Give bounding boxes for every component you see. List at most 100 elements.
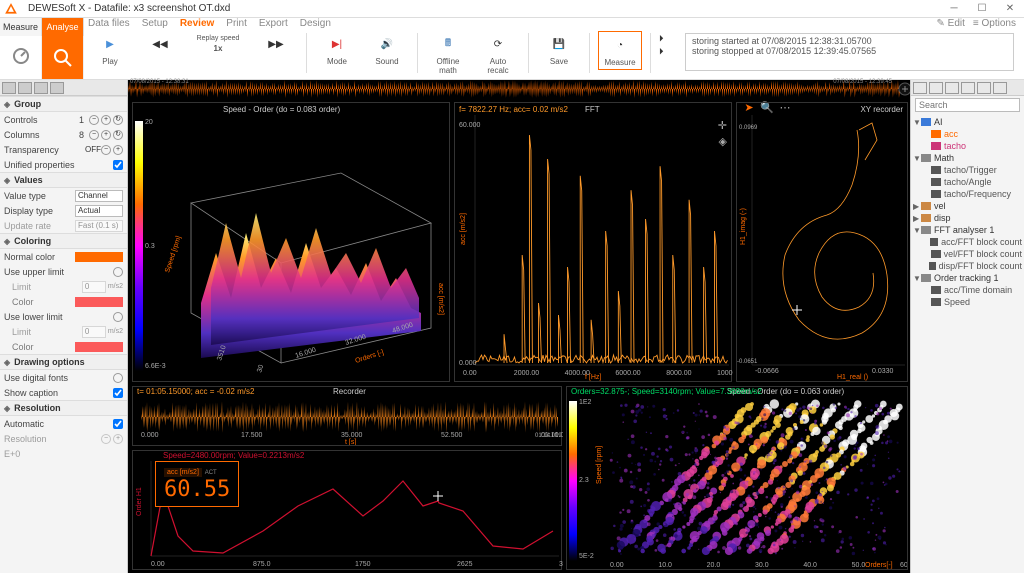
lower-color-swatch[interactable] bbox=[75, 342, 123, 352]
tree-tool-icon[interactable] bbox=[977, 82, 991, 94]
display-type-select[interactable]: Actual bbox=[75, 205, 123, 217]
svg-text:0.0969: 0.0969 bbox=[739, 125, 758, 131]
subtab-review[interactable]: Review bbox=[180, 18, 214, 29]
replay-speed[interactable]: Replay speed1x bbox=[188, 31, 248, 55]
rewind-button[interactable]: ◀◀ bbox=[138, 31, 182, 57]
search-input[interactable] bbox=[915, 98, 1020, 112]
section-drawing[interactable]: Drawing options bbox=[0, 354, 127, 370]
digital-fonts-radio[interactable] bbox=[113, 373, 123, 383]
subtab-setup[interactable]: Setup bbox=[142, 18, 168, 29]
tree-node[interactable]: tacho/Trigger bbox=[913, 164, 1022, 176]
tree-tool-icon[interactable] bbox=[961, 82, 975, 94]
show-caption-checkbox[interactable] bbox=[113, 388, 123, 398]
tree-node[interactable]: acc/FFT block count bbox=[913, 236, 1022, 248]
window-title: DEWESoft X - Datafile: x3 screenshot OT.… bbox=[22, 3, 940, 14]
svg-text:6000.00: 6000.00 bbox=[615, 370, 640, 377]
mode-button[interactable]: ▶|Mode bbox=[315, 31, 359, 68]
measure-button[interactable]: ◔Measure bbox=[598, 31, 642, 70]
section-values[interactable]: Values bbox=[0, 172, 127, 188]
prop-tool-icon[interactable] bbox=[2, 82, 16, 94]
controls-spinner[interactable]: −+↻ bbox=[89, 115, 123, 125]
subtab-export[interactable]: Export bbox=[259, 18, 288, 29]
fastfwd-button[interactable]: ▶▶ bbox=[254, 31, 298, 57]
math-icon: 🖩 bbox=[437, 33, 459, 55]
tree-node[interactable]: ▶disp bbox=[913, 212, 1022, 224]
unified-checkbox[interactable] bbox=[113, 160, 123, 170]
edit-button[interactable]: ✎ Edit bbox=[937, 18, 965, 29]
prop-tool-icon[interactable] bbox=[18, 82, 32, 94]
ffwd-icon: ▶▶ bbox=[265, 33, 287, 55]
order-tracking-plot[interactable]: Speed=2480.00rpm; Value=0.2213m/s2 Order… bbox=[132, 450, 562, 570]
svg-text:50.0: 50.0 bbox=[852, 562, 866, 569]
tree-node[interactable]: acc/Time domain bbox=[913, 284, 1022, 296]
offline-math-button[interactable]: 🖩Offline math bbox=[426, 31, 470, 77]
tree-node[interactable]: tacho bbox=[913, 140, 1022, 152]
subtab-print[interactable]: Print bbox=[226, 18, 247, 29]
properties-panel: Group Controls1−+↻ Columns8−+↻ Transpare… bbox=[0, 80, 128, 573]
tree-tool-icon[interactable] bbox=[945, 82, 959, 94]
waterfall-3d-plot[interactable]: Speed - Order (do = 0.083 order) 20 0.3 … bbox=[132, 102, 450, 382]
options-button[interactable]: ≡ Options bbox=[973, 18, 1016, 29]
save-icon: 💾 bbox=[548, 33, 570, 55]
update-rate-select: Fast (0.1 s) bbox=[75, 220, 123, 232]
prop-tool-icon[interactable] bbox=[34, 82, 48, 94]
recalc-icon: ⟳ bbox=[487, 33, 509, 55]
sound-button[interactable]: 🔊Sound bbox=[365, 31, 409, 68]
tree-node[interactable]: ▶vel bbox=[913, 200, 1022, 212]
columns-spinner[interactable]: −+↻ bbox=[89, 130, 123, 140]
fft-plot[interactable]: FFT f= 7822.27 Hz; acc= 0.02 m/s2 acc [m… bbox=[454, 102, 732, 382]
spectrogram-plot[interactable]: Speed - Order (do = 0.063 order) Orders=… bbox=[566, 386, 908, 570]
upper-color-swatch[interactable] bbox=[75, 297, 123, 307]
target-icon[interactable]: ◈ bbox=[719, 135, 727, 148]
xy-recorder-plot[interactable]: XY recorder H1_imag (-) H1_real () -0.06… bbox=[736, 102, 908, 382]
subtab-design[interactable]: Design bbox=[300, 18, 331, 29]
tree-node[interactable]: ▼Math bbox=[913, 152, 1022, 164]
app-logo-icon bbox=[4, 2, 18, 16]
crosshair-icon[interactable]: ✛ bbox=[718, 119, 727, 132]
svg-text:-0.0666: -0.0666 bbox=[755, 368, 779, 375]
value-type-select[interactable]: Channel bbox=[75, 190, 123, 202]
tree-node[interactable]: ▼Order tracking 1 bbox=[913, 272, 1022, 284]
automatic-checkbox[interactable] bbox=[113, 419, 123, 429]
section-resolution[interactable]: Resolution bbox=[0, 400, 127, 416]
normal-color-swatch[interactable] bbox=[75, 252, 123, 262]
analyse-mode-button[interactable] bbox=[42, 36, 84, 79]
tree-tool-icon[interactable] bbox=[993, 82, 1007, 94]
maximize-button[interactable]: ☐ bbox=[968, 0, 996, 18]
prop-tool-icon[interactable] bbox=[50, 82, 64, 94]
measure-mode-button[interactable] bbox=[0, 36, 42, 79]
close-button[interactable]: ✕ bbox=[996, 0, 1024, 18]
tree-tool-icon[interactable] bbox=[929, 82, 943, 94]
auto-recalc-button[interactable]: ⟳Auto recalc bbox=[476, 31, 520, 77]
section-coloring[interactable]: Coloring bbox=[0, 233, 127, 249]
tree-node[interactable]: tacho/Angle bbox=[913, 176, 1022, 188]
use-upper-radio[interactable] bbox=[113, 267, 123, 277]
tree-node[interactable]: acc bbox=[913, 128, 1022, 140]
svg-text:Orders[-]: Orders[-] bbox=[865, 562, 893, 569]
section-group[interactable]: Group bbox=[0, 96, 127, 112]
tab-analyse[interactable]: Analyse bbox=[42, 18, 84, 36]
save-button[interactable]: 💾Save bbox=[537, 31, 581, 68]
tree-node[interactable]: vel/FFT block count bbox=[913, 248, 1022, 260]
svg-text:3500: 3500 bbox=[559, 561, 563, 568]
svg-text:01:14.019: 01:14.019 bbox=[535, 433, 562, 439]
svg-text:16.000: 16.000 bbox=[294, 347, 317, 360]
tree-node[interactable]: ▼AI bbox=[913, 116, 1022, 128]
minimize-button[interactable]: ─ bbox=[940, 0, 968, 18]
play-button[interactable]: ▶Play bbox=[88, 31, 132, 68]
status-line: storing started at 07/08/2015 12:38:31.0… bbox=[692, 36, 1007, 46]
svg-text:35.000: 35.000 bbox=[341, 432, 363, 439]
tab-measure[interactable]: Measure bbox=[0, 18, 42, 36]
tree-node[interactable]: Speed bbox=[913, 296, 1022, 308]
use-lower-radio[interactable] bbox=[113, 312, 123, 322]
tree-node[interactable]: tacho/Frequency bbox=[913, 188, 1022, 200]
transparency-spinner[interactable]: −+ bbox=[101, 145, 123, 155]
overview-timeline[interactable]: 07/08/2015 - 12:38:31 07/08/2015 - 12:39… bbox=[128, 80, 910, 98]
subtab-datafiles[interactable]: Data files bbox=[88, 18, 130, 29]
tree-tool-icon[interactable] bbox=[913, 82, 927, 94]
svg-text:0.000: 0.000 bbox=[141, 432, 159, 439]
sub-tabs: Data files Setup Review Print Export Des… bbox=[84, 18, 1024, 29]
tree-node[interactable]: ▼FFT analyser 1 bbox=[913, 224, 1022, 236]
recorder-plot[interactable]: Recorder t= 01:05.15000; acc = -0.02 m/s… bbox=[132, 386, 562, 446]
tree-node[interactable]: disp/FFT block count bbox=[913, 260, 1022, 272]
